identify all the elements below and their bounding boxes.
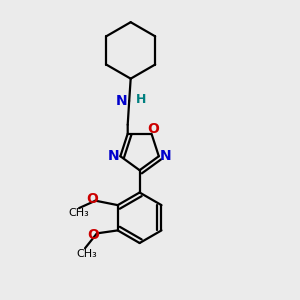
Text: H: H [136, 93, 146, 106]
Text: N: N [116, 94, 128, 108]
Text: CH₃: CH₃ [76, 249, 97, 259]
Text: CH₃: CH₃ [68, 208, 89, 218]
Text: O: O [87, 228, 99, 242]
Text: O: O [147, 122, 159, 136]
Text: N: N [160, 149, 171, 163]
Text: O: O [86, 192, 98, 206]
Text: N: N [108, 149, 120, 163]
